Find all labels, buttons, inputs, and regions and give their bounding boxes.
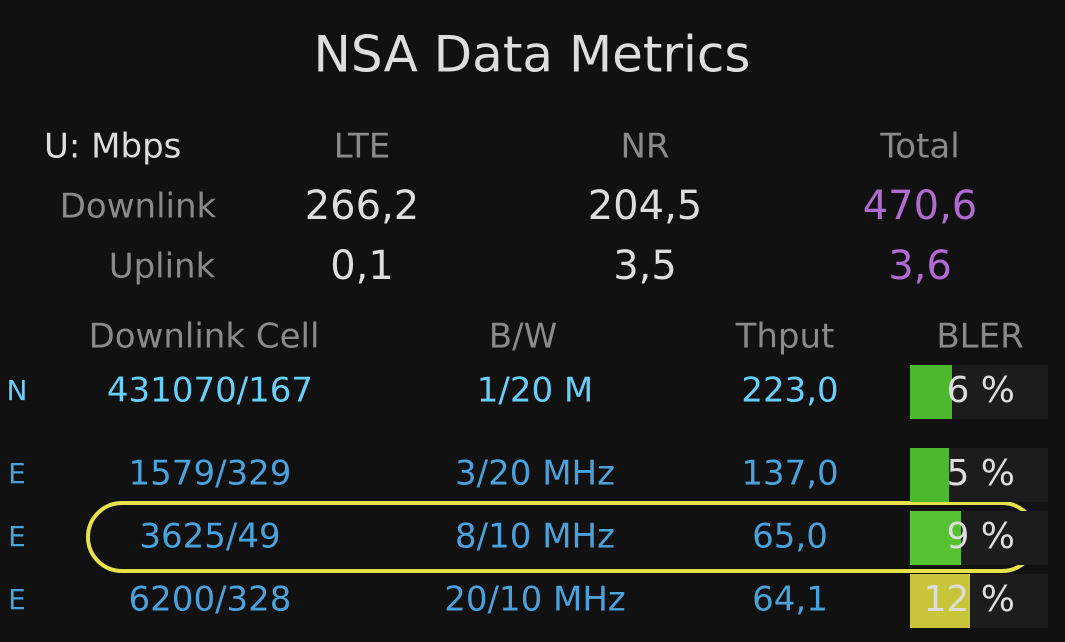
row-label: Uplink [109, 247, 216, 287]
metric-value: 3,6 [888, 243, 952, 289]
metric-value: 266,2 [305, 183, 420, 229]
cell-id: 1579/329 [129, 454, 292, 494]
metric-value: 204,5 [588, 183, 703, 229]
unit-label: U: Mbps [44, 127, 181, 167]
column-header: LTE [334, 127, 391, 167]
cell-column-header: B/W [489, 317, 557, 357]
column-header: NR [620, 127, 669, 167]
bandwidth: 8/10 MHz [455, 517, 615, 557]
bandwidth: 1/20 M [477, 371, 594, 411]
metric-value: 470,6 [863, 183, 978, 229]
rat-type: E [8, 583, 26, 616]
throughput: 223,0 [741, 371, 838, 411]
throughput: 137,0 [741, 454, 838, 494]
rat-type: N [7, 374, 28, 407]
title: NSA Data Metrics [314, 26, 751, 84]
cell-column-header: Thput [735, 317, 835, 357]
bler-bar [910, 365, 952, 419]
rat-type: E [8, 457, 26, 490]
rat-type: E [8, 520, 26, 553]
bler-bar [910, 448, 949, 502]
column-header: Total [879, 127, 959, 167]
metric-value: 0,1 [330, 243, 394, 289]
cell-column-header: BLER [936, 317, 1023, 357]
throughput: 65,0 [752, 517, 828, 557]
bler-label: 6 % [946, 370, 1015, 411]
bandwidth: 3/20 MHz [455, 454, 615, 494]
bler-label: 12 % [924, 579, 1015, 620]
cell-id: 3625/49 [139, 517, 280, 557]
throughput: 64,1 [752, 580, 828, 620]
cell-id: 6200/328 [129, 580, 292, 620]
bler-label: 5 % [946, 453, 1015, 494]
bler-bar [910, 511, 961, 565]
bandwidth: 20/10 MHz [444, 580, 626, 620]
cell-column-header: Downlink Cell [89, 317, 320, 357]
bler-label: 9 % [946, 516, 1015, 557]
metric-value: 3,5 [613, 243, 677, 289]
row-label: Downlink [60, 187, 217, 227]
bler-bar [910, 574, 970, 628]
cell-id: 431070/167 [107, 371, 313, 411]
